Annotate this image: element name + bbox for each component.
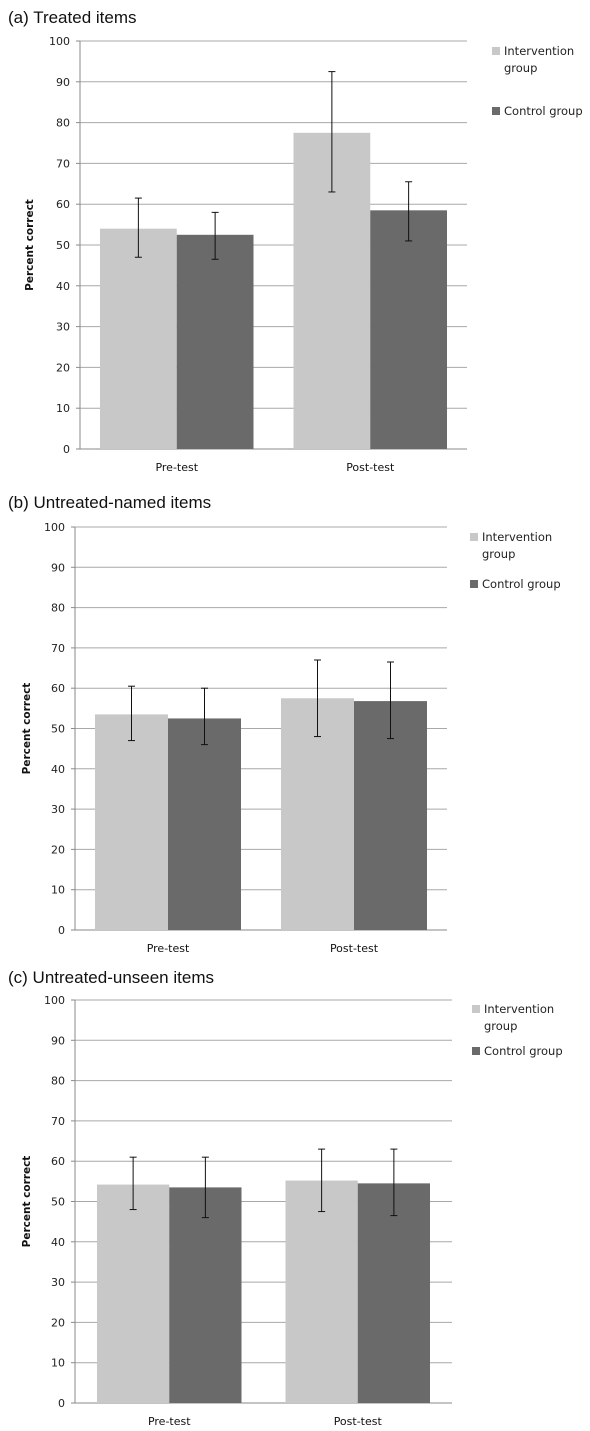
bar-intervention-pre-test <box>97 1184 170 1403</box>
y-tick-label: 80 <box>51 602 65 615</box>
legend-swatch <box>492 47 500 55</box>
bar-control-post-test <box>354 701 427 930</box>
legend-label: Intervention <box>482 530 552 544</box>
y-tick-label: 30 <box>51 803 65 816</box>
y-tick-label: 20 <box>51 843 65 856</box>
y-tick-label: 80 <box>56 117 70 130</box>
x-tick-label: Pre-test <box>148 1415 191 1428</box>
legend-label: Intervention <box>484 1002 554 1016</box>
y-tick-label: 60 <box>51 682 65 695</box>
legend-label: group <box>504 61 537 75</box>
legend-label: group <box>482 547 515 561</box>
bar-control-post-test <box>370 210 447 449</box>
y-tick-label: 50 <box>56 239 70 252</box>
chart-title: (a) Treated items <box>8 8 137 27</box>
bar-control-post-test <box>357 1183 430 1403</box>
y-tick-label: 40 <box>51 1236 65 1249</box>
y-tick-label: 100 <box>44 521 65 534</box>
bar-intervention-pre-test <box>100 228 177 449</box>
y-tick-label: 60 <box>51 1155 65 1168</box>
y-tick-label: 80 <box>51 1075 65 1088</box>
y-tick-label: 70 <box>51 642 65 655</box>
x-tick-label: Post-test <box>330 942 379 955</box>
y-tick-label: 20 <box>51 1316 65 1329</box>
y-tick-label: 10 <box>51 1357 65 1370</box>
y-tick-label: 40 <box>56 280 70 293</box>
y-tick-label: 20 <box>56 361 70 374</box>
y-tick-label: 0 <box>58 1397 65 1410</box>
y-tick-label: 0 <box>58 924 65 937</box>
y-tick-label: 10 <box>56 402 70 415</box>
legend-label: Control group <box>484 1044 563 1058</box>
legend-label: Intervention <box>504 44 574 58</box>
y-axis-label: Percent correct <box>24 199 36 291</box>
bar-control-pre-test <box>176 234 254 449</box>
y-axis-label: Percent correct <box>21 683 33 775</box>
chart-title: (c) Untreated-unseen items <box>8 968 214 987</box>
y-tick-label: 40 <box>51 763 65 776</box>
legend-swatch <box>492 107 500 115</box>
legend-label: Control group <box>482 577 561 591</box>
bar-chart-treated-items: 0 10 20 30 40 50 60 70 80 90 100 Percent correct Pre… <box>24 35 583 474</box>
chart-panel-untreated-named-items: (b) Untreated-named items 0 10 20 30 40 50 60 7… <box>0 485 590 960</box>
chart-title: (b) Untreated-named items <box>8 493 212 512</box>
chart-panel-untreated-unseen-items: (c) Untreated-unseen items 0 10 20 30 40 50 60… <box>0 960 590 1431</box>
x-tick-label: Pre-test <box>147 942 190 955</box>
bar-chart-untreated-unseen-items: 0 10 20 30 40 50 60 70 80 90 100 Percent correct Pre… <box>21 994 563 1428</box>
y-tick-label: 10 <box>51 884 65 897</box>
y-tick-label: 100 <box>49 35 70 48</box>
bar-control-pre-test <box>169 1187 242 1403</box>
y-tick-label: 90 <box>56 76 70 89</box>
y-tick-label: 50 <box>51 723 65 736</box>
y-axis-label: Percent correct <box>21 1156 33 1248</box>
x-tick-label: Post-test <box>334 1415 383 1428</box>
x-tick-label: Post-test <box>346 461 395 474</box>
legend-swatch <box>472 1005 480 1013</box>
legend-label: Control group <box>504 104 583 118</box>
bar-control-pre-test <box>168 718 241 930</box>
y-tick-label: 30 <box>51 1276 65 1289</box>
legend-swatch <box>470 580 478 588</box>
y-tick-label: 30 <box>56 321 70 334</box>
y-tick-label: 90 <box>51 561 65 574</box>
y-tick-label: 70 <box>56 157 70 170</box>
y-tick-label: 90 <box>51 1034 65 1047</box>
bar-chart-untreated-named-items: 0 10 20 30 40 50 60 70 80 90 100 Percent correct Pre… <box>21 521 561 955</box>
legend-swatch <box>472 1047 480 1055</box>
y-tick-label: 100 <box>44 994 65 1007</box>
bar-intervention-post-test <box>285 1180 358 1403</box>
y-tick-label: 60 <box>56 198 70 211</box>
legend-swatch <box>470 533 478 541</box>
chart-panel-treated-items: (a) Treated items 0 10 20 30 40 50 60 70 80 90 100… <box>0 0 590 485</box>
legend-label: group <box>484 1019 517 1033</box>
y-tick-label: 0 <box>63 443 70 456</box>
x-tick-label: Pre-test <box>155 461 198 474</box>
y-tick-label: 70 <box>51 1115 65 1128</box>
y-tick-label: 50 <box>51 1196 65 1209</box>
bar-intervention-pre-test <box>95 714 168 930</box>
